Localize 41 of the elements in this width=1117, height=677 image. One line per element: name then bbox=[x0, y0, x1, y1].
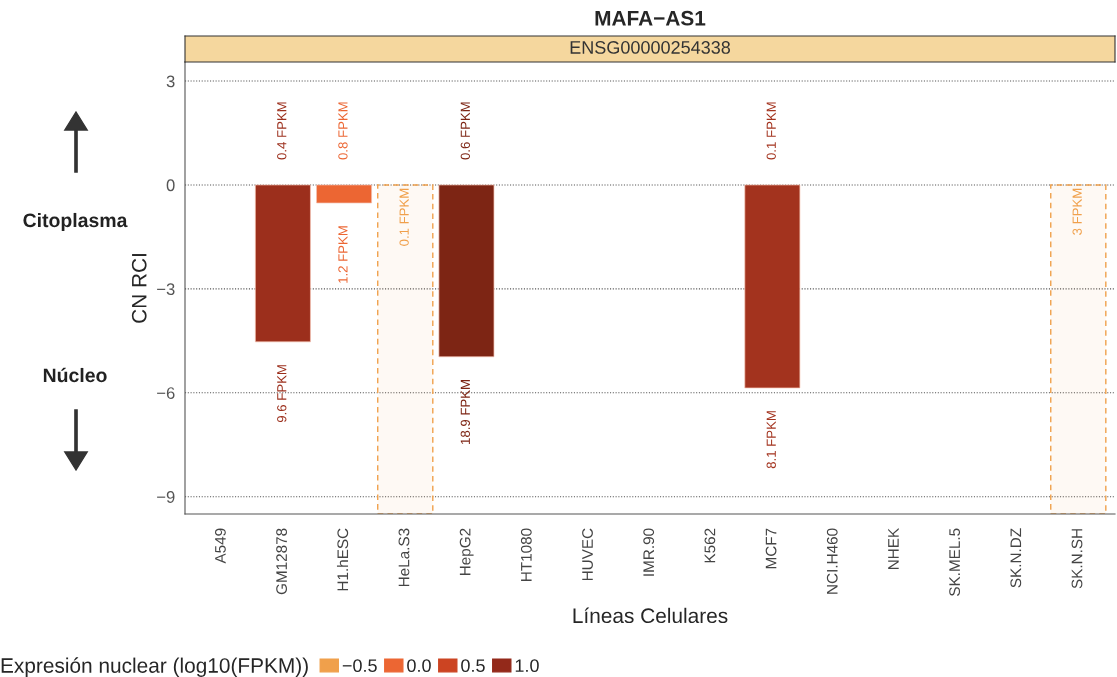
x-tick-label: SK.MEL.5 bbox=[949, 528, 961, 596]
text: Citoplasma bbox=[23, 212, 128, 232]
x-tick-label: HepG2 bbox=[459, 528, 474, 576]
annotation: 1.2 FPKM bbox=[338, 226, 348, 283]
legend-title: Expresión nuclear (log10(FPKM)) bbox=[1, 657, 308, 677]
legend-label: −0.5 bbox=[342, 659, 377, 673]
x-tick-label: A549 bbox=[214, 528, 226, 564]
x-tick-label: HT1080 bbox=[520, 528, 532, 581]
x-tick-label: SK.N.SH bbox=[1071, 529, 1083, 589]
legend-label: 0.0 bbox=[407, 659, 431, 673]
legend-label: 1.0 bbox=[515, 659, 539, 673]
y-tick-label: 0 bbox=[166, 179, 175, 192]
x-axis-title: Líneas Celulares bbox=[573, 607, 728, 624]
annotation: 0.6 FPKM bbox=[460, 102, 470, 160]
annotation: 0.1 FPKM bbox=[399, 188, 409, 246]
legend-label: 0.5 bbox=[461, 659, 485, 673]
annotation: 0.4 FPKM bbox=[277, 102, 287, 160]
y-axis-title: CN RCI bbox=[131, 254, 147, 323]
x-tick-label: NCI.H460 bbox=[826, 528, 838, 594]
x-tick-label: NHEK bbox=[888, 528, 899, 570]
annotation: 0.1 FPKM bbox=[766, 102, 776, 160]
x-tick-label: MCF7 bbox=[765, 528, 777, 569]
x-tick-label: HUVEC bbox=[582, 528, 593, 581]
x-tick-label: SK.N.DZ bbox=[1010, 528, 1022, 588]
y-tick-label: 3 bbox=[166, 75, 175, 88]
x-tick-label: IMR.90 bbox=[643, 528, 655, 576]
chart-subtitle: ENSG00000254338 bbox=[570, 41, 731, 54]
annotation: 18.9 FPKM bbox=[460, 380, 470, 444]
annotation: 8.1 FPKM bbox=[766, 411, 776, 469]
y-tick-label: −6 bbox=[157, 387, 175, 399]
chart-title: MAFA−AS1 bbox=[595, 10, 706, 26]
annotation: 0.8 FPKM bbox=[338, 102, 348, 160]
text: Núcleo bbox=[43, 367, 107, 383]
annotation: 9.6 FPKM bbox=[277, 365, 287, 423]
y-tick-label: −9 bbox=[157, 491, 175, 503]
x-tick-label: H1.hESC bbox=[336, 528, 349, 591]
annotation: 3 FPKM bbox=[1072, 188, 1082, 235]
y-tick-label: −3 bbox=[157, 283, 175, 296]
x-tick-label: K562 bbox=[704, 528, 716, 563]
x-tick-label: GM12878 bbox=[276, 528, 287, 595]
x-tick-label: HeLa.S3 bbox=[398, 528, 410, 587]
